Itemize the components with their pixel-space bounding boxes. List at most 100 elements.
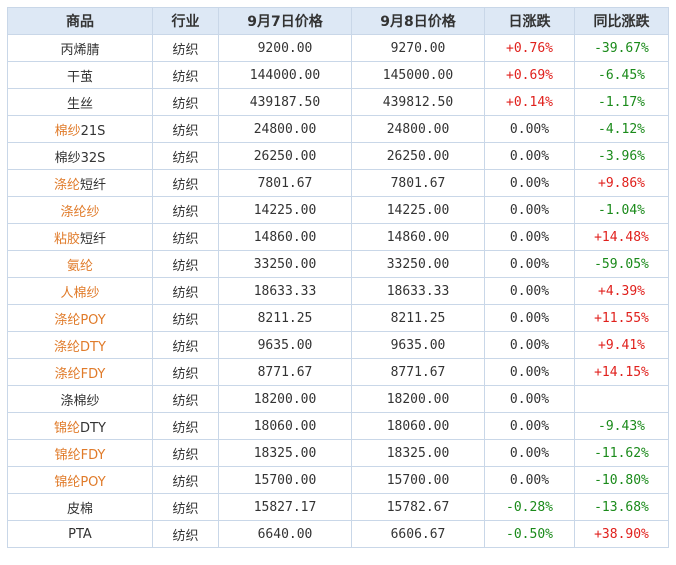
- price-sep7-cell: 18200.00: [218, 385, 352, 413]
- price-sep8-cell: 6606.67: [351, 520, 485, 548]
- industry-cell: 纺织: [152, 331, 219, 359]
- industry-cell: 纺织: [152, 304, 219, 332]
- yoy-change-cell: -11.62%: [574, 439, 669, 467]
- daily-change-cell: 0.00%: [484, 466, 575, 494]
- yoy-change-cell: -39.67%: [574, 34, 669, 62]
- commodity-link[interactable]: 涤纶纱: [60, 204, 100, 220]
- industry-cell: 纺织: [152, 34, 219, 62]
- price-sep7-cell: 15700.00: [218, 466, 352, 494]
- price-sep8-cell: 18200.00: [351, 385, 485, 413]
- commodity-cell: 棉纱32S: [7, 142, 153, 170]
- yoy-change-cell: -13.68%: [574, 493, 669, 521]
- industry-cell: 纺织: [152, 169, 219, 197]
- daily-change-cell: 0.00%: [484, 115, 575, 143]
- price-sep7-cell: 9635.00: [218, 331, 352, 359]
- table-row: 粘胶短纤 纺织 14860.00 14860.00 0.00% +14.48%: [7, 223, 669, 251]
- commodity-cell[interactable]: 锦纶DTY: [7, 412, 153, 440]
- table-row: 涤纶DTY 纺织 9635.00 9635.00 0.00% +9.41%: [7, 331, 669, 359]
- yoy-change-cell: +38.90%: [574, 520, 669, 548]
- price-sep8-cell: 18325.00: [351, 439, 485, 467]
- commodity-cell[interactable]: 涤纶POY: [7, 304, 153, 332]
- commodity-link[interactable]: 人棉纱: [60, 285, 100, 301]
- commodity-link[interactable]: 涤纶FDY: [54, 366, 106, 382]
- commodity-name: 短纤: [80, 177, 107, 193]
- commodity-cell[interactable]: 锦纶FDY: [7, 439, 153, 467]
- yoy-change-cell: -9.43%: [574, 412, 669, 440]
- yoy-change-cell: -10.80%: [574, 466, 669, 494]
- price-sep8-cell: 26250.00: [351, 142, 485, 170]
- commodity-cell[interactable]: 涤纶短纤: [7, 169, 153, 197]
- commodity-cell[interactable]: 人棉纱: [7, 277, 153, 305]
- price-sep7-cell: 14860.00: [218, 223, 352, 251]
- yoy-change-cell: -6.45%: [574, 61, 669, 89]
- commodity-link[interactable]: 锦纶: [54, 420, 81, 436]
- table-header-row: 商品 行业 9月7日价格 9月8日价格 日涨跌 同比涨跌: [7, 7, 669, 35]
- industry-cell: 纺织: [152, 250, 219, 278]
- header-daily-change: 日涨跌: [484, 7, 575, 35]
- commodity-cell: 涤棉纱: [7, 385, 153, 413]
- table-row: 涤纶POY 纺织 8211.25 8211.25 0.00% +11.55%: [7, 304, 669, 332]
- table-row: 丙烯腈 纺织 9200.00 9270.00 +0.76% -39.67%: [7, 34, 669, 62]
- commodity-link[interactable]: 涤纶POY: [54, 312, 106, 328]
- yoy-change-cell: -4.12%: [574, 115, 669, 143]
- table-row: 棉纱21S 纺织 24800.00 24800.00 0.00% -4.12%: [7, 115, 669, 143]
- price-sep8-cell: 33250.00: [351, 250, 485, 278]
- industry-cell: 纺织: [152, 115, 219, 143]
- commodity-link[interactable]: 锦纶FDY: [54, 447, 106, 463]
- commodity-cell: 干茧: [7, 61, 153, 89]
- daily-change-cell: 0.00%: [484, 304, 575, 332]
- commodity-name: 生丝: [66, 96, 93, 112]
- header-price-sep7: 9月7日价格: [218, 7, 352, 35]
- price-sep7-cell: 439187.50: [218, 88, 352, 116]
- industry-cell: 纺织: [152, 196, 219, 224]
- table-row: 皮棉 纺织 15827.17 15782.67 -0.28% -13.68%: [7, 493, 669, 521]
- commodity-link[interactable]: 涤纶DTY: [54, 339, 106, 355]
- commodity-cell[interactable]: 锦纶POY: [7, 466, 153, 494]
- commodity-cell[interactable]: 涤纶纱: [7, 196, 153, 224]
- commodity-link[interactable]: 锦纶POY: [54, 474, 106, 490]
- commodity-name: 涤棉纱: [60, 393, 100, 409]
- table-row: 氨纶 纺织 33250.00 33250.00 0.00% -59.05%: [7, 250, 669, 278]
- yoy-change-cell: -3.96%: [574, 142, 669, 170]
- commodity-link[interactable]: 氨纶: [66, 258, 93, 274]
- commodity-cell[interactable]: 涤纶FDY: [7, 358, 153, 386]
- yoy-change-cell: +4.39%: [574, 277, 669, 305]
- yoy-change-cell: [574, 385, 669, 413]
- commodity-link[interactable]: 棉纱: [54, 123, 81, 139]
- industry-cell: 纺织: [152, 520, 219, 548]
- industry-cell: 纺织: [152, 439, 219, 467]
- table-row: 锦纶DTY 纺织 18060.00 18060.00 0.00% -9.43%: [7, 412, 669, 440]
- daily-change-cell: 0.00%: [484, 250, 575, 278]
- commodity-name: 丙烯腈: [60, 42, 100, 58]
- table-row: 涤纶短纤 纺织 7801.67 7801.67 0.00% +9.86%: [7, 169, 669, 197]
- price-table-container: 商品 行业 9月7日价格 9月8日价格 日涨跌 同比涨跌 丙烯腈 纺织 9200.00 9270…: [7, 7, 669, 548]
- table-row: 棉纱32S 纺织 26250.00 26250.00 0.00% -3.96%: [7, 142, 669, 170]
- yoy-change-cell: -59.05%: [574, 250, 669, 278]
- table-row: 锦纶FDY 纺织 18325.00 18325.00 0.00% -11.62%: [7, 439, 669, 467]
- commodity-cell: 生丝: [7, 88, 153, 116]
- commodity-cell: 丙烯腈: [7, 34, 153, 62]
- price-sep8-cell: 24800.00: [351, 115, 485, 143]
- table-row: 人棉纱 纺织 18633.33 18633.33 0.00% +4.39%: [7, 277, 669, 305]
- daily-change-cell: 0.00%: [484, 223, 575, 251]
- daily-change-cell: 0.00%: [484, 169, 575, 197]
- price-sep8-cell: 8211.25: [351, 304, 485, 332]
- price-sep7-cell: 33250.00: [218, 250, 352, 278]
- commodity-cell[interactable]: 粘胶短纤: [7, 223, 153, 251]
- price-sep7-cell: 15827.17: [218, 493, 352, 521]
- industry-cell: 纺织: [152, 223, 219, 251]
- commodity-cell[interactable]: 氨纶: [7, 250, 153, 278]
- table-row: 涤棉纱 纺织 18200.00 18200.00 0.00%: [7, 385, 669, 413]
- commodity-cell[interactable]: 涤纶DTY: [7, 331, 153, 359]
- commodity-link[interactable]: 粘胶: [53, 231, 80, 247]
- commodity-name: 棉纱32S: [54, 150, 106, 166]
- commodity-link[interactable]: 涤纶: [53, 177, 80, 193]
- commodity-cell[interactable]: 棉纱21S: [7, 115, 153, 143]
- daily-change-cell: -0.28%: [484, 493, 575, 521]
- table-row: 干茧 纺织 144000.00 145000.00 +0.69% -6.45%: [7, 61, 669, 89]
- commodity-name: 干茧: [66, 69, 93, 85]
- daily-change-cell: +0.76%: [484, 34, 575, 62]
- table-row: 生丝 纺织 439187.50 439812.50 +0.14% -1.17%: [7, 88, 669, 116]
- price-table: 商品 行业 9月7日价格 9月8日价格 日涨跌 同比涨跌 丙烯腈 纺织 9200.00 9270…: [7, 7, 669, 548]
- industry-cell: 纺织: [152, 358, 219, 386]
